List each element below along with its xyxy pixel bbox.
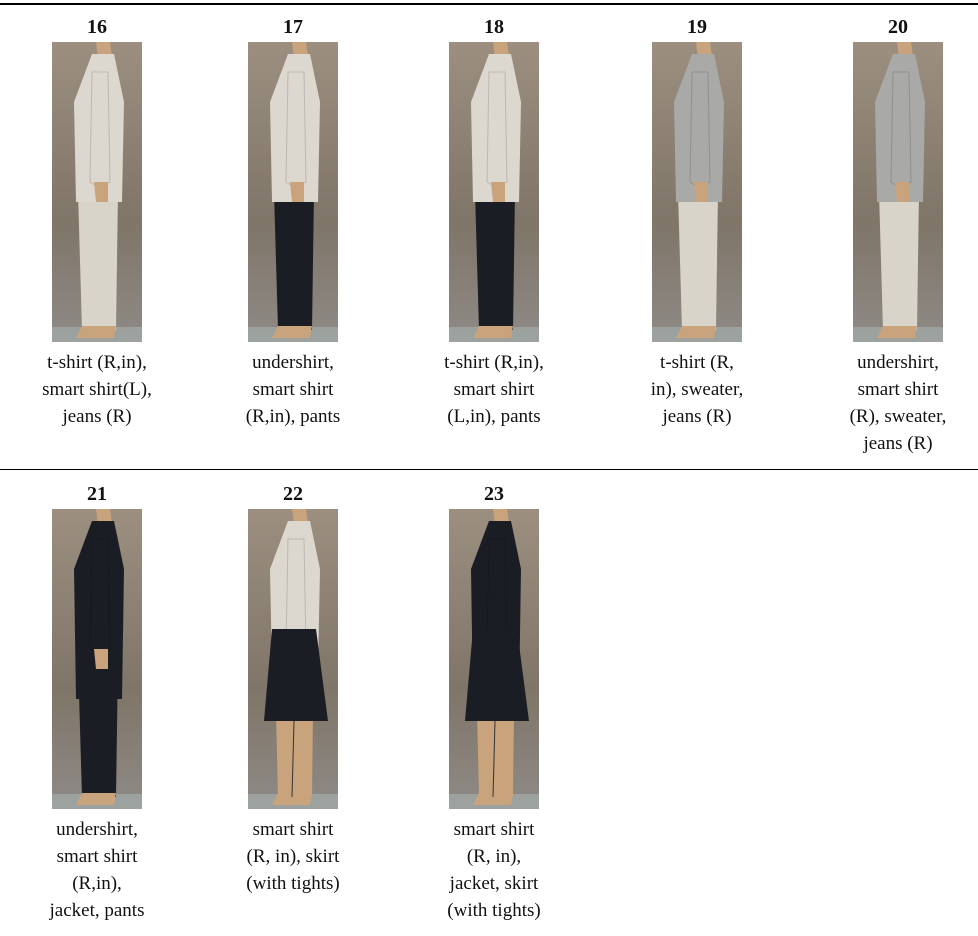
photo	[652, 42, 742, 342]
caption-line: smart shirt	[453, 819, 535, 840]
caption-line: undershirt,	[56, 819, 138, 840]
caption-line: smart shirt	[857, 379, 939, 400]
caption: t-shirt (R,in), smart shirt(L), jeans (R)	[0, 349, 195, 430]
caption-line: (R, in),	[466, 846, 522, 867]
photo	[248, 42, 338, 342]
figure-cell: 20 undershirt, smart shirt (R), sweater, jea…	[800, 13, 978, 457]
caption-line: smart shirt	[252, 819, 334, 840]
caption-line: (R, in), skirt	[246, 846, 340, 867]
figure-number: 16	[87, 16, 107, 38]
figure-number: 23	[484, 483, 504, 505]
caption-line: smart shirt	[453, 379, 535, 400]
figure-number: 18	[484, 16, 504, 38]
caption-line: jeans (R)	[863, 433, 933, 454]
caption: undershirt, smart shirt (R,in), jacket, pan…	[0, 816, 195, 924]
caption: undershirt, smart shirt (R), sweater, jeans…	[800, 349, 978, 457]
caption-line: jeans (R)	[662, 406, 732, 427]
caption: smart shirt (R, in), jacket, skirt (with ti…	[396, 816, 592, 924]
figure-cell: 18 t-shirt (R,in), smart shirt (L,in), pant…	[396, 13, 592, 430]
caption-line: in), sweater,	[650, 379, 744, 400]
photo	[449, 42, 539, 342]
figure-cell: 21 undershirt, smart shirt (R,in), jacket, p…	[0, 480, 195, 924]
caption-line: jacket, pants	[49, 900, 145, 921]
caption-line: smart shirt(L),	[42, 379, 152, 400]
caption-line: (with tights)	[246, 873, 340, 894]
figure-cell: 17 undershirt, smart shirt (R,in), pants	[195, 13, 391, 430]
photo	[853, 42, 943, 342]
figure-cell: 16 t-shirt (R,in), smart shirt(L), jeans (R…	[0, 13, 195, 430]
caption-line: t-shirt (R,	[660, 352, 734, 373]
caption-line: undershirt,	[857, 352, 939, 373]
caption: undershirt, smart shirt (R,in), pants	[195, 349, 391, 430]
caption-line: (with tights)	[447, 900, 541, 921]
photo	[449, 509, 539, 809]
figure-number: 20	[888, 16, 908, 38]
figure-cell: 19 t-shirt (R, in), sweater, jeans (R)	[599, 13, 795, 430]
caption-line: t-shirt (R,in),	[47, 352, 147, 373]
caption: smart shirt (R, in), skirt (with tights)	[195, 816, 391, 897]
caption-line: smart shirt	[56, 846, 138, 867]
caption-line: jeans (R)	[62, 406, 132, 427]
row-rule	[0, 469, 978, 470]
photo	[248, 509, 338, 809]
figure-cell: 22 smart shirt (R, in), skirt (with tights)	[195, 480, 391, 897]
figure-cell: 23 smart shirt (R, in), jacket, skirt (with …	[396, 480, 592, 924]
caption-line: (R), sweater,	[849, 406, 947, 427]
figure-number: 21	[87, 483, 107, 505]
figure-number: 17	[283, 16, 303, 38]
figure-number: 22	[283, 483, 303, 505]
caption: t-shirt (R,in), smart shirt (L,in), pants	[396, 349, 592, 430]
photo	[52, 42, 142, 342]
caption-line: jacket, skirt	[449, 873, 539, 894]
caption-line: t-shirt (R,in),	[444, 352, 544, 373]
caption-line: (L,in), pants	[447, 406, 541, 427]
caption-line: (R,in),	[72, 873, 122, 894]
caption-line: (R,in), pants	[245, 406, 341, 427]
photo	[52, 509, 142, 809]
caption-line: smart shirt	[252, 379, 334, 400]
caption: t-shirt (R, in), sweater, jeans (R)	[599, 349, 795, 430]
figure-number: 19	[687, 16, 707, 38]
caption-line: undershirt,	[252, 352, 334, 373]
top-rule	[0, 3, 978, 5]
